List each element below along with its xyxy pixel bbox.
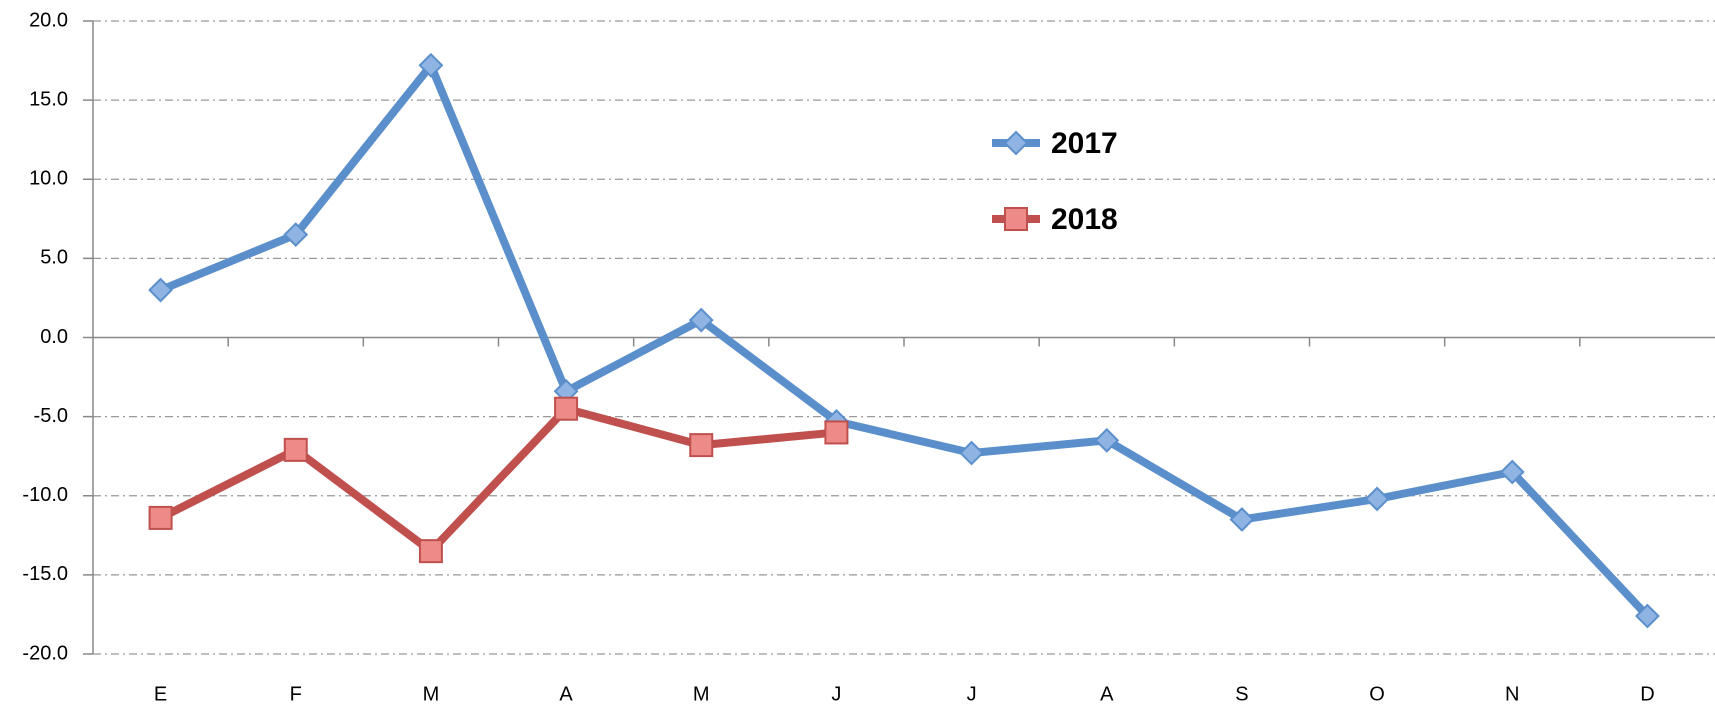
data-point — [824, 420, 849, 445]
data-point — [688, 307, 714, 333]
legend-label: 2017 — [1051, 127, 1118, 160]
x-tick-label: J — [831, 683, 841, 705]
data-point — [283, 222, 309, 248]
data-point — [418, 52, 444, 78]
x-tick-label: J — [967, 683, 977, 705]
data-point — [554, 396, 579, 421]
y-tick-label: -5.0 — [34, 405, 68, 427]
y-tick-label: 20.0 — [29, 9, 68, 31]
legend-marker — [1003, 130, 1029, 156]
data-point — [148, 277, 173, 303]
legend-marker — [1004, 207, 1028, 231]
data-point — [1364, 486, 1390, 512]
data-point — [283, 437, 308, 462]
data-point — [1229, 507, 1255, 532]
data-point — [148, 505, 173, 530]
data-point — [418, 539, 443, 564]
y-tick-label: 10.0 — [29, 168, 68, 190]
y-tick-label: 0.0 — [40, 326, 68, 348]
x-tick-label: N — [1505, 683, 1519, 705]
data-point — [1635, 603, 1660, 629]
legend-label: 2018 — [1051, 203, 1118, 236]
x-tick-label: D — [1640, 683, 1654, 705]
y-tick-label: 15.0 — [29, 88, 68, 110]
x-tick-label: A — [559, 683, 573, 705]
y-tick-label: 5.0 — [40, 247, 68, 269]
x-tick-label: A — [1100, 683, 1114, 705]
y-tick-label: -10.0 — [22, 484, 68, 506]
data-point — [1094, 427, 1120, 453]
x-tick-label: M — [693, 683, 710, 705]
x-tick-label: E — [154, 683, 167, 705]
x-tick-label: M — [423, 683, 440, 705]
data-point — [959, 440, 984, 466]
x-tick-label: O — [1369, 683, 1385, 705]
y-tick-label: -20.0 — [22, 642, 68, 664]
x-tick-label: F — [290, 683, 302, 705]
series-line — [158, 404, 837, 556]
data-point — [689, 433, 714, 458]
x-tick-label: S — [1235, 683, 1248, 705]
series-line — [159, 61, 1651, 619]
data-point — [1499, 459, 1525, 485]
y-tick-label: -15.0 — [22, 563, 68, 585]
